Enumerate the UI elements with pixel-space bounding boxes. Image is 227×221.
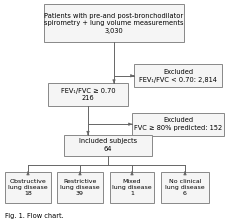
FancyBboxPatch shape [109,171,153,203]
Text: Excluded
FEV₁/FVC < 0.70: 2,814: Excluded FEV₁/FVC < 0.70: 2,814 [138,69,216,82]
FancyBboxPatch shape [64,135,151,156]
Text: Fig. 1. Flow chart.: Fig. 1. Flow chart. [5,213,64,219]
FancyBboxPatch shape [131,113,223,136]
FancyBboxPatch shape [5,171,51,203]
Text: Excluded
FVC ≥ 80% predicted: 152: Excluded FVC ≥ 80% predicted: 152 [133,117,221,131]
Text: Included subjects
64: Included subjects 64 [79,139,136,152]
FancyBboxPatch shape [44,4,183,42]
Text: Restrictive
lung disease
39: Restrictive lung disease 39 [60,179,99,196]
FancyBboxPatch shape [133,64,221,87]
FancyBboxPatch shape [48,83,127,106]
FancyBboxPatch shape [57,171,103,203]
Text: Patients with pre-and post-bronchodilator
spirometry + lung volume measurements
: Patients with pre-and post-bronchodilato… [44,13,183,34]
Text: Obstructive
lung disease
18: Obstructive lung disease 18 [8,179,48,196]
Text: FEV₁/FVC ≥ 0.70
216: FEV₁/FVC ≥ 0.70 216 [60,88,115,101]
Text: Mixed
lung disease
1: Mixed lung disease 1 [112,179,151,196]
Text: No clinical
lung disease
6: No clinical lung disease 6 [165,179,204,196]
FancyBboxPatch shape [160,171,208,203]
